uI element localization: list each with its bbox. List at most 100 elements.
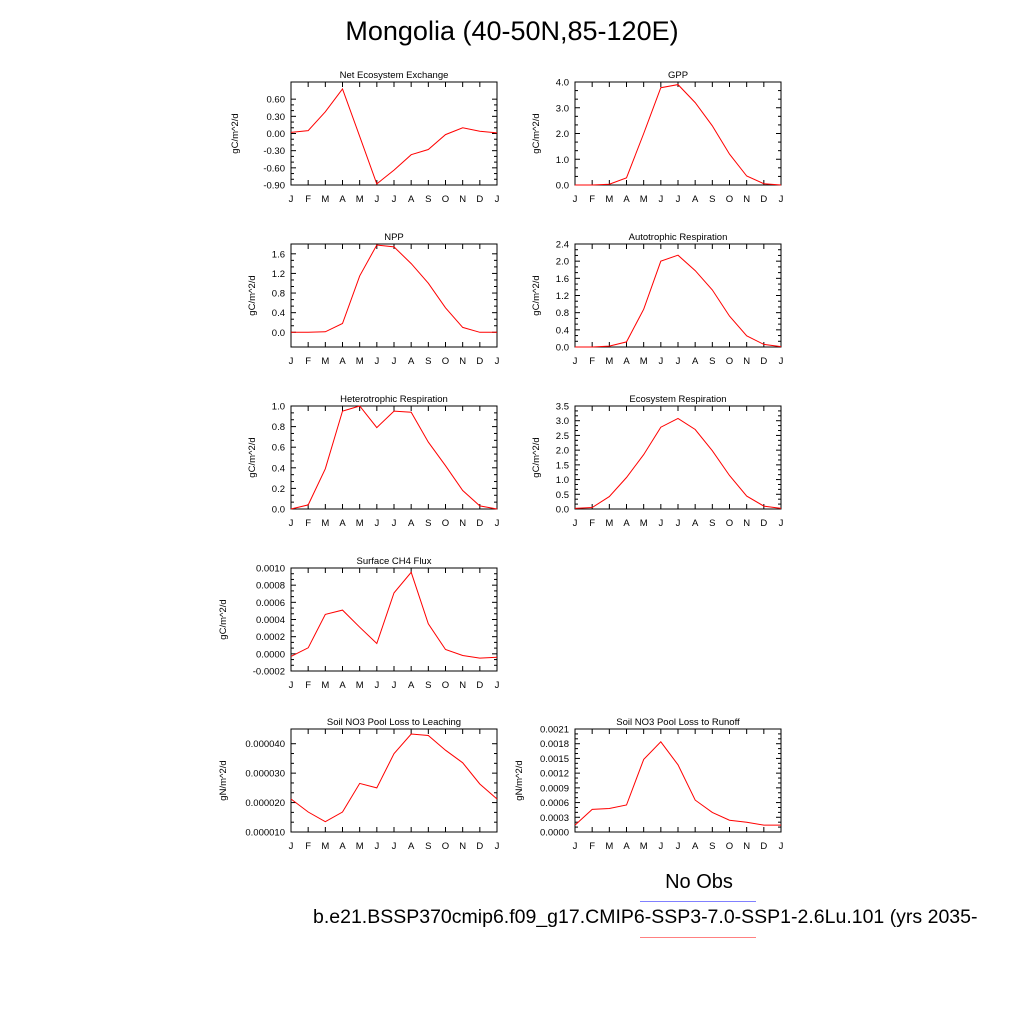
x-tick-label: J xyxy=(573,356,578,367)
y-tick-label: 2.0 xyxy=(556,446,569,457)
x-tick-label: A xyxy=(339,356,346,367)
x-tick-label: M xyxy=(321,841,329,852)
y-axis-label: gC/m^2/d xyxy=(247,275,258,315)
x-tick-label: J xyxy=(676,841,681,852)
y-tick-label: -0.90 xyxy=(263,181,285,192)
x-tick-label: M xyxy=(321,194,329,205)
y-tick-label: 0.0002 xyxy=(256,632,285,643)
panel-frame xyxy=(574,405,782,510)
x-tick-label: S xyxy=(709,194,715,205)
x-tick-label: M xyxy=(640,356,648,367)
x-tick-label: S xyxy=(425,194,431,205)
x-tick-label: S xyxy=(425,841,431,852)
y-tick-label: 0.8 xyxy=(272,422,285,433)
x-tick-label: M xyxy=(356,518,364,529)
series-line xyxy=(290,733,498,823)
y-axis-label: gC/m^2/d xyxy=(218,599,229,639)
x-tick-label: J xyxy=(779,841,784,852)
y-tick-label: 1.5 xyxy=(556,460,569,471)
x-tick-label: J xyxy=(495,356,500,367)
panel-title: Autotrophic Respiration xyxy=(629,232,728,243)
x-tick-label: S xyxy=(425,356,431,367)
series-line xyxy=(291,244,497,333)
x-tick-label: J xyxy=(289,356,294,367)
x-tick-label: N xyxy=(459,356,466,367)
y-axis-label: gN/m^2/d xyxy=(514,760,525,800)
x-tick-label: J xyxy=(676,518,681,529)
x-tick-label: D xyxy=(476,841,483,852)
y-tick-label: 0.0010 xyxy=(256,564,285,575)
panel-frame xyxy=(574,243,782,348)
x-tick-label: F xyxy=(589,356,595,367)
x-tick-label: J xyxy=(658,841,663,852)
x-tick-label: M xyxy=(605,356,613,367)
x-tick-label: N xyxy=(743,356,750,367)
y-tick-label: 0.00 xyxy=(267,129,286,140)
x-tick-label: J xyxy=(658,194,663,205)
panel-title: Surface CH4 Flux xyxy=(357,556,432,567)
y-tick-label: -0.30 xyxy=(263,146,285,157)
x-tick-label: M xyxy=(605,841,613,852)
y-tick-label: 0.4 xyxy=(556,325,569,336)
y-axis-label: gC/m^2/d xyxy=(230,113,241,153)
x-tick-label: N xyxy=(459,518,466,529)
x-tick-label: J xyxy=(289,518,294,529)
x-tick-label: J xyxy=(374,518,379,529)
y-tick-label: 1.2 xyxy=(556,291,569,302)
x-tick-label: S xyxy=(709,841,715,852)
x-tick-label: O xyxy=(726,194,733,205)
x-tick-label: A xyxy=(623,518,630,529)
y-tick-label: 3.0 xyxy=(556,103,569,114)
y-tick-label: 0.0008 xyxy=(256,581,285,592)
y-tick-label: 1.6 xyxy=(556,274,569,285)
x-tick-label: J xyxy=(374,356,379,367)
x-tick-label: J xyxy=(289,841,294,852)
y-tick-label: -0.0002 xyxy=(253,667,285,678)
x-tick-label: J xyxy=(392,518,397,529)
y-tick-label: 0.000030 xyxy=(245,769,285,780)
y-tick-label: 2.0 xyxy=(556,129,569,140)
y-tick-label: 0.000020 xyxy=(245,798,285,809)
y-tick-label: 1.0 xyxy=(272,402,285,413)
y-tick-label: 0.0003 xyxy=(540,813,569,824)
x-tick-label: D xyxy=(760,194,767,205)
series-line xyxy=(290,87,498,185)
y-tick-label: 0.0012 xyxy=(540,769,569,780)
x-tick-label: A xyxy=(408,680,415,691)
x-tick-label: N xyxy=(459,194,466,205)
y-tick-label: 1.2 xyxy=(272,269,285,280)
x-tick-label: N xyxy=(743,194,750,205)
y-tick-label: 0.4 xyxy=(272,463,285,474)
x-tick-label: F xyxy=(305,356,311,367)
x-tick-label: A xyxy=(623,194,630,205)
y-axis-label: gC/m^2/d xyxy=(531,437,542,477)
x-tick-label: J xyxy=(495,194,500,205)
x-tick-label: J xyxy=(374,194,379,205)
x-tick-label: M xyxy=(356,356,364,367)
y-tick-label: 0.0000 xyxy=(540,828,569,839)
y-tick-label: 0.0 xyxy=(556,181,569,192)
x-tick-label: N xyxy=(459,680,466,691)
x-tick-label: J xyxy=(573,841,578,852)
legend-model-line xyxy=(640,937,756,938)
y-tick-label: 0.0015 xyxy=(540,754,569,765)
x-tick-label: M xyxy=(356,841,364,852)
x-tick-label: F xyxy=(589,841,595,852)
x-tick-label: O xyxy=(442,518,449,529)
y-tick-label: 0.0009 xyxy=(540,783,569,794)
y-tick-label: 0.60 xyxy=(267,95,286,106)
panel-title: Soil NO3 Pool Loss to Runoff xyxy=(616,717,740,728)
panel-title: Soil NO3 Pool Loss to Leaching xyxy=(327,717,461,728)
y-tick-label: 0.0021 xyxy=(540,725,569,736)
y-tick-label: 3.0 xyxy=(556,416,569,427)
x-tick-label: N xyxy=(743,841,750,852)
y-tick-label: 0.000010 xyxy=(245,828,285,839)
x-tick-label: A xyxy=(623,841,630,852)
y-tick-label: 0.0 xyxy=(556,343,569,354)
x-tick-label: D xyxy=(476,356,483,367)
y-tick-label: 2.5 xyxy=(556,431,569,442)
